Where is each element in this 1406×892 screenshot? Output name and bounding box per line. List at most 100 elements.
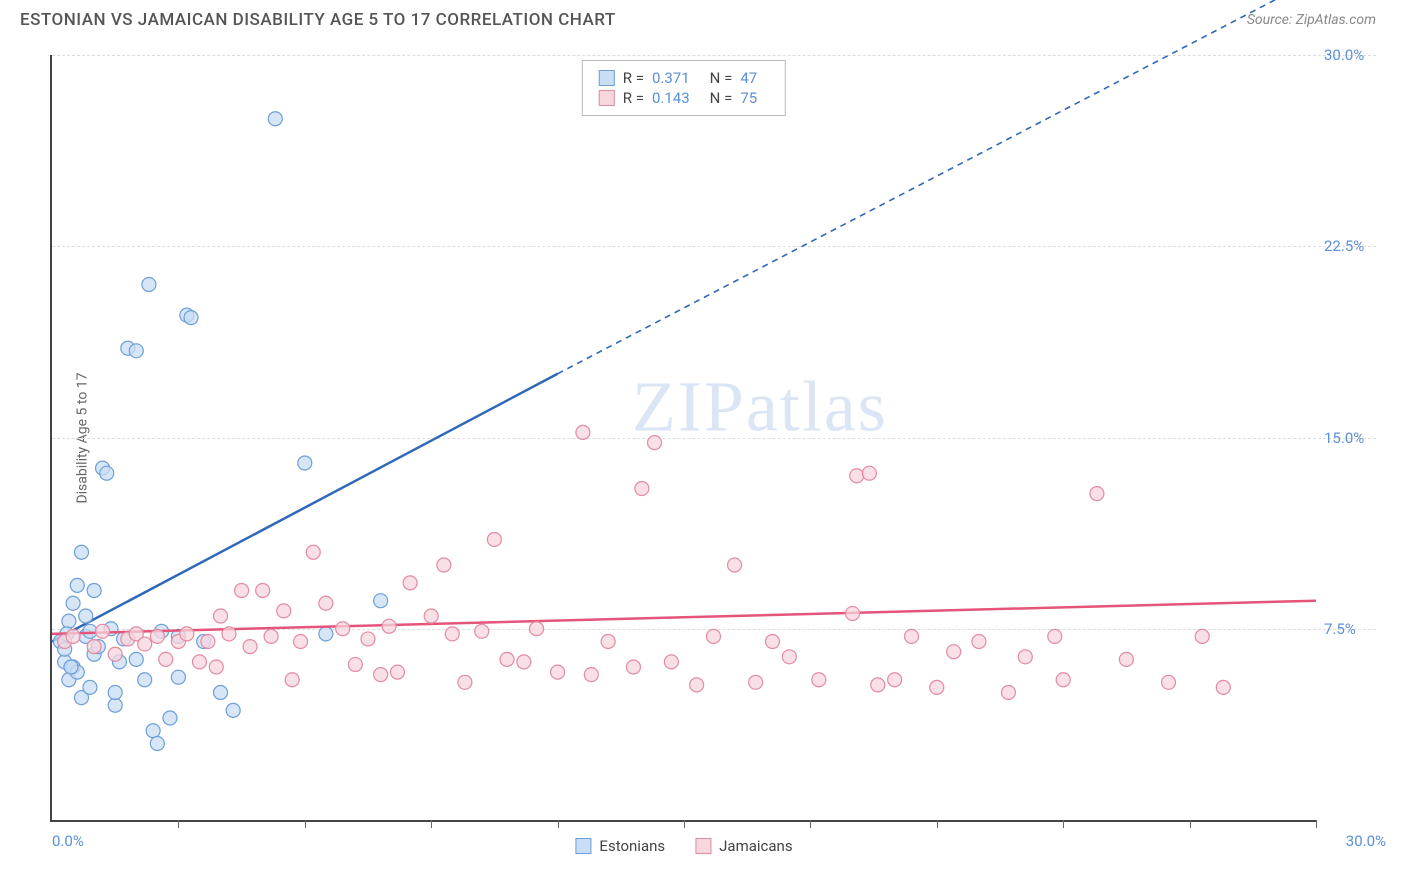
- data-point: [129, 652, 143, 666]
- legend-item: Jamaicans: [695, 837, 792, 855]
- legend-series: Estonians Jamaicans: [575, 837, 792, 855]
- data-point: [1056, 673, 1070, 687]
- data-point: [108, 647, 122, 661]
- data-point: [947, 645, 961, 659]
- data-point: [277, 604, 291, 618]
- chart-source: Source: ZipAtlas.com: [1247, 12, 1376, 28]
- data-point: [782, 650, 796, 664]
- scatter-plot: [52, 55, 1316, 820]
- legend-label: Jamaicans: [719, 837, 792, 855]
- data-point: [87, 640, 101, 654]
- data-point: [888, 673, 902, 687]
- data-point: [163, 711, 177, 725]
- data-point: [517, 655, 531, 669]
- x-axis-min-label: 0.0%: [52, 832, 84, 850]
- data-point: [846, 606, 860, 620]
- x-tick: [1316, 820, 1317, 828]
- data-point: [690, 678, 704, 692]
- x-tick: [305, 820, 306, 828]
- data-point: [64, 660, 78, 674]
- legend-swatch: [599, 70, 615, 86]
- data-point: [294, 635, 308, 649]
- data-point: [214, 609, 228, 623]
- data-point: [222, 627, 236, 641]
- x-tick: [1063, 820, 1064, 828]
- data-point: [319, 596, 333, 610]
- data-point: [171, 670, 185, 684]
- legend-label: Estonians: [599, 837, 665, 855]
- r-label: R =: [623, 69, 644, 87]
- data-point: [374, 668, 388, 682]
- data-point: [79, 609, 93, 623]
- trend-line-dashed: [558, 0, 1316, 374]
- data-point: [361, 632, 375, 646]
- data-point: [706, 629, 720, 643]
- data-point: [1048, 629, 1062, 643]
- x-axis-max-label: 30.0%: [1346, 832, 1386, 850]
- legend-item: Estonians: [575, 837, 665, 855]
- n-value: 75: [740, 89, 757, 107]
- data-point: [146, 724, 160, 738]
- x-tick: [431, 820, 432, 828]
- data-point: [871, 678, 885, 692]
- data-point: [87, 584, 101, 598]
- data-point: [74, 545, 88, 559]
- x-tick: [937, 820, 938, 828]
- data-point: [306, 545, 320, 559]
- r-value: 0.371: [652, 69, 690, 87]
- data-point: [83, 624, 97, 638]
- data-point: [70, 578, 84, 592]
- legend-swatch: [599, 90, 615, 106]
- data-point: [180, 627, 194, 641]
- trend-line: [52, 374, 558, 642]
- data-point: [319, 627, 333, 641]
- x-tick: [558, 820, 559, 828]
- data-point: [403, 576, 417, 590]
- data-point: [150, 629, 164, 643]
- data-point: [374, 594, 388, 608]
- data-point: [235, 584, 249, 598]
- data-point: [728, 558, 742, 572]
- data-point: [601, 635, 615, 649]
- data-point: [100, 466, 114, 480]
- data-point: [765, 635, 779, 649]
- data-point: [424, 609, 438, 623]
- chart-title: ESTONIAN VS JAMAICAN DISABILITY AGE 5 TO…: [20, 10, 616, 30]
- data-point: [138, 637, 152, 651]
- data-point: [138, 673, 152, 687]
- data-point: [862, 466, 876, 480]
- data-point: [1216, 680, 1230, 694]
- data-point: [382, 619, 396, 633]
- data-point: [626, 660, 640, 674]
- data-point: [336, 622, 350, 636]
- data-point: [972, 635, 986, 649]
- data-point: [749, 675, 763, 689]
- legend-stats: R = 0.371 N = 47 R = 0.143 N = 75: [582, 60, 786, 116]
- data-point: [66, 629, 80, 643]
- data-point: [184, 311, 198, 325]
- data-point: [159, 652, 173, 666]
- chart-plot-area: Disability Age 5 to 17 ZIPatlas R = 0.37…: [50, 55, 1316, 822]
- data-point: [1162, 675, 1176, 689]
- data-point: [905, 629, 919, 643]
- y-tick-label: 7.5%: [1324, 620, 1394, 638]
- data-point: [930, 680, 944, 694]
- n-label: N =: [710, 89, 733, 107]
- data-point: [1001, 686, 1015, 700]
- data-point: [445, 627, 459, 641]
- data-point: [192, 655, 206, 669]
- data-point: [96, 624, 110, 638]
- data-point: [850, 469, 864, 483]
- data-point: [83, 680, 97, 694]
- data-point: [108, 686, 122, 700]
- data-point: [664, 655, 678, 669]
- x-tick: [1190, 820, 1191, 828]
- data-point: [150, 737, 164, 751]
- data-point: [66, 596, 80, 610]
- legend-swatch: [575, 838, 591, 854]
- data-point: [209, 660, 223, 674]
- data-point: [268, 112, 282, 126]
- trend-line: [52, 601, 1316, 634]
- data-point: [256, 584, 270, 598]
- data-point: [390, 665, 404, 679]
